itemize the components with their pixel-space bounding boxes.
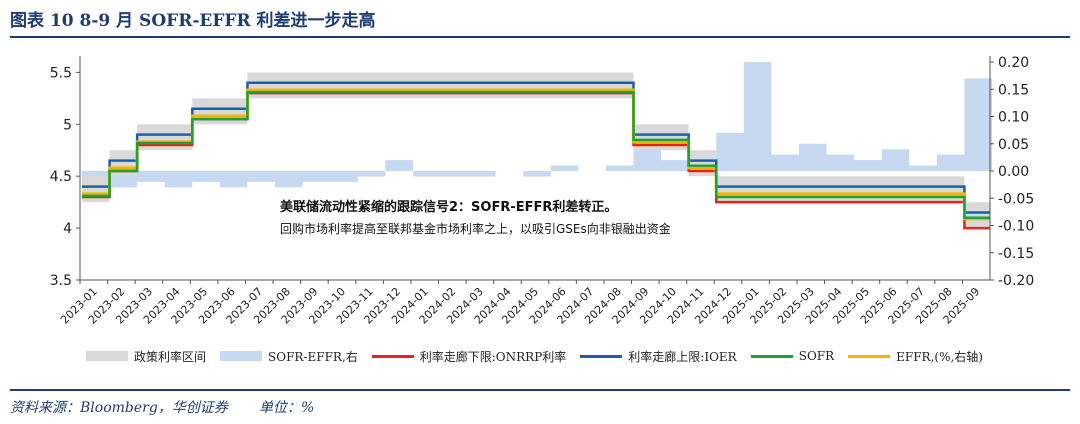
spread-area <box>82 62 992 188</box>
legend-swatch <box>750 354 793 358</box>
chart-legend: 政策利率区间 SOFR-EFFR,右 利率走廊下限:ONRRP利率 利率走廊上限:IO… <box>86 346 1066 366</box>
policy-band <box>192 98 248 125</box>
legend-swatch <box>371 354 414 358</box>
top-rule <box>10 36 1070 38</box>
right-tick-label: -0.10 <box>998 219 1034 235</box>
bottom-rule <box>10 389 1070 391</box>
chart-canvas: 3.5 4 4.5 5 5.5 0.20 0.15 0.10 0.05 0.00 -0.05 -0.1… <box>50 55 1035 327</box>
policy-band <box>137 124 193 151</box>
source-note: 资料来源：Bloomberg，华创证券 单位：% <box>10 400 315 416</box>
right-tick-label: -0.20 <box>998 273 1034 289</box>
legend-item: SOFR <box>750 349 835 363</box>
legend-label: 利率走廊上限:IOER <box>628 349 737 364</box>
right-tick-label: -0.05 <box>998 191 1034 207</box>
legend-item: 利率走廊下限:ONRRP利率 <box>371 348 567 365</box>
policy-band <box>964 202 990 229</box>
legend-label: SOFR-EFFR,右 <box>268 349 358 364</box>
right-tick-label: 0.00 <box>998 164 1029 180</box>
legend-label: EFFR,(%,右轴) <box>896 349 983 364</box>
legend-label: 利率走廊下限:ONRRP利率 <box>419 349 567 364</box>
policy-band <box>247 72 634 99</box>
series-line <box>82 90 990 219</box>
left-tick-label: 5.5 <box>50 65 72 81</box>
legend-item: 利率走廊上限:IOER <box>580 348 737 365</box>
left-tick-label: 3.5 <box>50 273 72 289</box>
policy-band <box>688 150 717 177</box>
policy-band <box>633 124 689 151</box>
series-line <box>82 88 990 221</box>
legend-swatch <box>220 351 263 361</box>
policy-band <box>716 176 965 203</box>
legend-label: 政策利率区间 <box>134 349 207 364</box>
policy-band <box>109 150 138 177</box>
legend-swatch <box>848 354 891 358</box>
annotation-body: 回购市场利率提高至联邦基金市场利率之上，以吸引GSEs向非银融出资金 <box>280 221 671 236</box>
series-line <box>82 81 990 214</box>
legend-swatch <box>580 354 623 358</box>
left-tick-label: 4 <box>63 221 72 237</box>
legend-item: SOFR-EFFR,右 <box>220 348 358 365</box>
left-tick-label: 4.5 <box>50 169 72 185</box>
right-tick-label: 0.15 <box>998 82 1029 98</box>
annotation-heading: 美联储流动性紧缩的跟踪信号2：SOFR-EFFR利差转正。 <box>280 199 617 215</box>
chart-title: 图表 10 8-9 月 SOFR-EFFR 利差进一步走高 <box>10 11 376 31</box>
right-tick-label: 0.05 <box>998 137 1029 153</box>
legend-item: EFFR,(%,右轴) <box>848 348 983 365</box>
legend-label: SOFR <box>798 349 835 363</box>
legend-item: 政策利率区间 <box>86 348 206 365</box>
left-tick-label: 5 <box>63 117 72 133</box>
policy-band <box>82 176 110 203</box>
right-tick-label: 0.10 <box>998 110 1029 126</box>
right-tick-label: -0.15 <box>998 246 1034 262</box>
right-tick-label: 0.20 <box>998 55 1029 71</box>
legend-swatch <box>86 351 128 361</box>
